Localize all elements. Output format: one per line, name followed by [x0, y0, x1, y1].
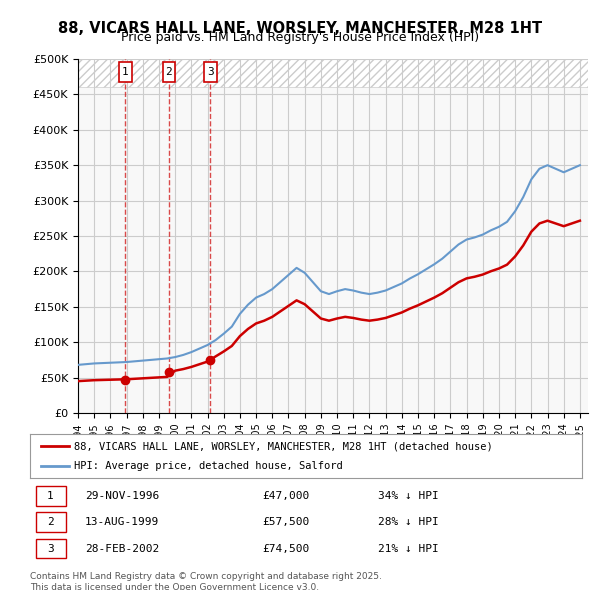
Text: 1: 1: [47, 491, 54, 501]
Text: Contains HM Land Registry data © Crown copyright and database right 2025.
This d: Contains HM Land Registry data © Crown c…: [30, 572, 382, 590]
Text: 88, VICARS HALL LANE, WORSLEY, MANCHESTER, M28 1HT (detached house): 88, VICARS HALL LANE, WORSLEY, MANCHESTE…: [74, 441, 493, 451]
FancyBboxPatch shape: [203, 62, 217, 81]
Text: 13-AUG-1999: 13-AUG-1999: [85, 517, 160, 527]
FancyBboxPatch shape: [35, 486, 66, 506]
Text: 3: 3: [207, 67, 214, 77]
Text: 34% ↓ HPI: 34% ↓ HPI: [378, 491, 439, 501]
Text: 29-NOV-1996: 29-NOV-1996: [85, 491, 160, 501]
Text: 1: 1: [122, 67, 128, 77]
Text: HPI: Average price, detached house, Salford: HPI: Average price, detached house, Salf…: [74, 461, 343, 470]
Text: 28% ↓ HPI: 28% ↓ HPI: [378, 517, 439, 527]
Text: 21% ↓ HPI: 21% ↓ HPI: [378, 543, 439, 553]
Text: 3: 3: [47, 543, 54, 553]
FancyBboxPatch shape: [35, 539, 66, 559]
Text: 2: 2: [166, 67, 172, 77]
Text: Price paid vs. HM Land Registry's House Price Index (HPI): Price paid vs. HM Land Registry's House …: [121, 31, 479, 44]
Text: £47,000: £47,000: [262, 491, 309, 501]
Text: 28-FEB-2002: 28-FEB-2002: [85, 543, 160, 553]
Text: £57,500: £57,500: [262, 517, 309, 527]
Text: 2: 2: [47, 517, 54, 527]
FancyBboxPatch shape: [163, 62, 175, 81]
Text: £74,500: £74,500: [262, 543, 309, 553]
FancyBboxPatch shape: [119, 62, 131, 81]
Text: 88, VICARS HALL LANE, WORSLEY, MANCHESTER, M28 1HT: 88, VICARS HALL LANE, WORSLEY, MANCHESTE…: [58, 21, 542, 35]
FancyBboxPatch shape: [35, 512, 66, 532]
